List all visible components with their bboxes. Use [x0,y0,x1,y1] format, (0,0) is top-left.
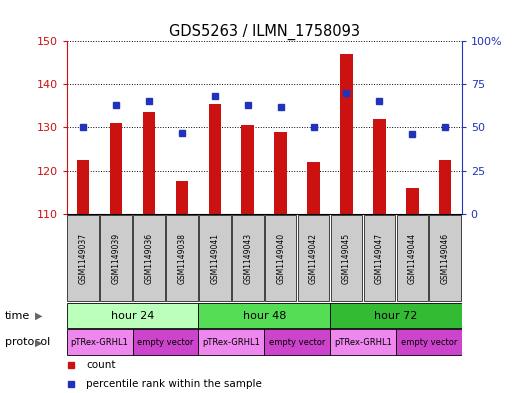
FancyBboxPatch shape [133,215,165,301]
Text: count: count [86,360,116,370]
Bar [373,119,386,214]
FancyBboxPatch shape [232,215,264,301]
Text: GSM1149043: GSM1149043 [243,232,252,284]
Text: GSM1149036: GSM1149036 [145,232,153,284]
FancyBboxPatch shape [364,215,395,301]
FancyBboxPatch shape [100,215,132,301]
Text: protocol: protocol [5,337,50,347]
Bar [110,123,122,214]
Bar [209,104,221,214]
Text: GSM1149046: GSM1149046 [441,232,450,284]
Text: ▶: ▶ [35,310,42,321]
Text: GSM1149042: GSM1149042 [309,233,318,283]
Bar [274,132,287,214]
Bar [77,160,89,214]
Text: GSM1149039: GSM1149039 [111,232,121,284]
FancyBboxPatch shape [265,215,297,301]
FancyBboxPatch shape [199,215,231,301]
FancyBboxPatch shape [331,215,362,301]
Text: pTRex-GRHL1: pTRex-GRHL1 [202,338,260,347]
FancyBboxPatch shape [199,303,330,329]
Text: GSM1149037: GSM1149037 [78,232,88,284]
FancyBboxPatch shape [67,329,132,355]
Text: hour 72: hour 72 [374,310,418,321]
Text: empty vector: empty vector [269,338,325,347]
Text: GSM1149044: GSM1149044 [408,232,417,284]
Text: percentile rank within the sample: percentile rank within the sample [86,379,262,389]
Text: GSM1149041: GSM1149041 [210,233,220,283]
Text: hour 24: hour 24 [111,310,154,321]
FancyBboxPatch shape [199,329,264,355]
Text: time: time [5,310,30,321]
Text: GSM1149038: GSM1149038 [177,233,186,283]
Text: GSM1149040: GSM1149040 [276,232,285,284]
Text: GSM1149045: GSM1149045 [342,232,351,284]
FancyBboxPatch shape [67,303,199,329]
FancyBboxPatch shape [330,303,462,329]
Bar [175,182,188,214]
Bar [439,160,451,214]
Text: GSM1149047: GSM1149047 [375,232,384,284]
Text: ▶: ▶ [35,337,42,347]
Text: pTRex-GRHL1: pTRex-GRHL1 [334,338,392,347]
Text: pTRex-GRHL1: pTRex-GRHL1 [71,338,129,347]
Text: empty vector: empty vector [137,338,193,347]
Text: empty vector: empty vector [401,338,457,347]
Text: hour 48: hour 48 [243,310,286,321]
FancyBboxPatch shape [132,329,199,355]
FancyBboxPatch shape [396,329,462,355]
FancyBboxPatch shape [429,215,461,301]
FancyBboxPatch shape [397,215,428,301]
FancyBboxPatch shape [264,329,330,355]
Bar [242,125,254,214]
Title: GDS5263 / ILMN_1758093: GDS5263 / ILMN_1758093 [169,23,360,40]
Bar [406,188,419,214]
Bar [143,112,155,214]
FancyBboxPatch shape [67,215,99,301]
FancyBboxPatch shape [298,215,329,301]
FancyBboxPatch shape [166,215,198,301]
Bar [340,54,353,214]
FancyBboxPatch shape [330,329,396,355]
Bar [307,162,320,214]
